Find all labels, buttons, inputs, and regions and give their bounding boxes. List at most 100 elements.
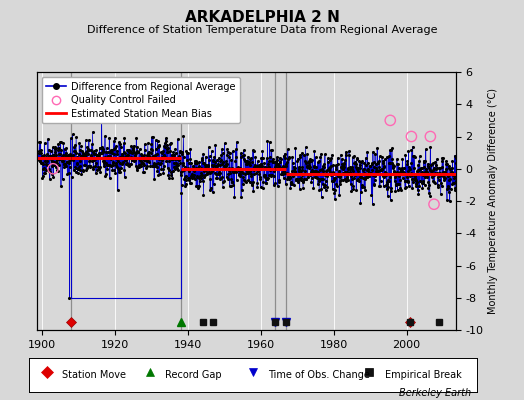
Point bbox=[373, 169, 381, 175]
Point bbox=[451, 155, 460, 161]
Point bbox=[396, 184, 404, 191]
Point bbox=[148, 162, 156, 169]
Point bbox=[385, 160, 393, 166]
Point bbox=[268, 158, 276, 164]
Point bbox=[256, 176, 265, 182]
Point bbox=[285, 154, 293, 160]
Point bbox=[425, 165, 433, 172]
Point bbox=[146, 162, 155, 169]
Point bbox=[179, 160, 187, 166]
Point bbox=[136, 158, 145, 164]
Point bbox=[414, 191, 423, 198]
Point bbox=[299, 178, 308, 184]
Point bbox=[113, 148, 121, 154]
Point bbox=[327, 155, 335, 162]
Point bbox=[98, 150, 106, 156]
Point bbox=[141, 147, 149, 153]
Point bbox=[296, 152, 304, 158]
Point bbox=[245, 159, 253, 166]
Point bbox=[387, 185, 395, 191]
Point bbox=[247, 173, 256, 179]
Point bbox=[129, 147, 137, 154]
Point bbox=[400, 170, 408, 176]
Point bbox=[384, 177, 392, 184]
Point bbox=[325, 166, 333, 172]
Point bbox=[102, 171, 110, 177]
Point bbox=[66, 164, 74, 170]
Point bbox=[420, 159, 428, 165]
Point bbox=[171, 146, 179, 152]
Point bbox=[202, 163, 210, 169]
Point bbox=[226, 170, 235, 176]
Point bbox=[359, 165, 368, 172]
Point bbox=[287, 180, 295, 186]
Point bbox=[138, 160, 147, 166]
Point bbox=[195, 159, 203, 165]
Point bbox=[238, 169, 246, 176]
Point bbox=[276, 158, 285, 165]
Point bbox=[377, 167, 386, 174]
Point bbox=[129, 155, 138, 161]
Point bbox=[261, 174, 269, 180]
Point bbox=[240, 152, 248, 159]
Point bbox=[137, 163, 146, 170]
Point bbox=[358, 175, 367, 182]
Point bbox=[236, 168, 245, 175]
Point bbox=[353, 177, 362, 183]
Point bbox=[149, 134, 157, 140]
Point bbox=[428, 172, 436, 178]
Point bbox=[136, 156, 144, 163]
Point bbox=[425, 182, 433, 188]
Point bbox=[294, 166, 303, 172]
Point bbox=[400, 170, 408, 176]
Point bbox=[39, 152, 48, 158]
Point bbox=[222, 163, 231, 170]
Point bbox=[253, 180, 261, 186]
Point bbox=[176, 149, 184, 156]
Point bbox=[180, 176, 189, 182]
Point bbox=[343, 176, 351, 182]
Point bbox=[391, 188, 400, 194]
Point bbox=[444, 183, 452, 189]
Point bbox=[188, 172, 196, 178]
Point bbox=[56, 151, 64, 158]
Point bbox=[132, 163, 140, 169]
Point bbox=[39, 161, 47, 167]
Point bbox=[200, 160, 208, 166]
Point bbox=[77, 171, 85, 177]
Point bbox=[355, 158, 364, 164]
Point bbox=[436, 170, 444, 176]
Point bbox=[39, 173, 47, 180]
Point bbox=[146, 154, 154, 160]
Point bbox=[438, 164, 446, 170]
Point bbox=[91, 170, 100, 176]
Point bbox=[209, 158, 217, 164]
Point bbox=[195, 166, 204, 173]
Point bbox=[350, 168, 358, 174]
Point bbox=[442, 160, 451, 167]
Point bbox=[322, 178, 330, 184]
Point bbox=[77, 142, 85, 149]
Point bbox=[366, 163, 374, 169]
Point bbox=[406, 172, 414, 178]
Point bbox=[161, 154, 170, 161]
Point bbox=[203, 170, 211, 176]
Point bbox=[253, 166, 261, 172]
Point bbox=[175, 156, 183, 162]
Point bbox=[54, 146, 62, 153]
Point bbox=[324, 167, 333, 173]
Point bbox=[69, 156, 78, 162]
Point bbox=[178, 168, 187, 174]
Point bbox=[344, 166, 352, 172]
Point bbox=[392, 182, 400, 188]
Point bbox=[163, 142, 171, 148]
Point bbox=[380, 164, 388, 170]
Point bbox=[330, 177, 338, 184]
Point bbox=[255, 165, 263, 172]
Point bbox=[251, 154, 259, 160]
Point bbox=[258, 155, 267, 161]
Point bbox=[322, 168, 331, 174]
Point bbox=[58, 154, 66, 160]
Point bbox=[119, 159, 127, 165]
Point bbox=[234, 167, 243, 174]
